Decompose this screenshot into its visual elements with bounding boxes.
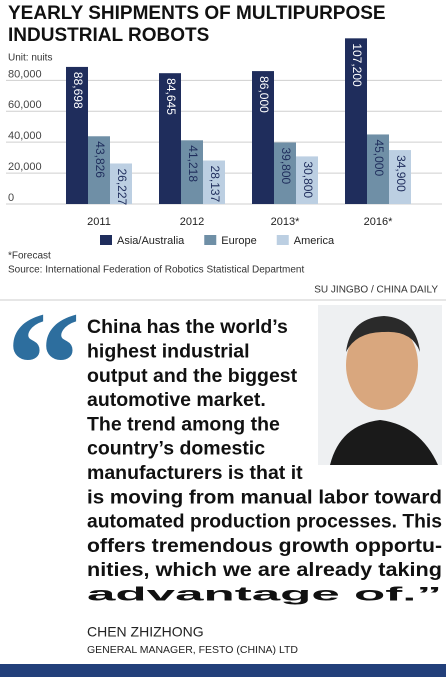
bar — [88, 136, 110, 204]
x-tick-label: 2013* — [271, 216, 300, 228]
chart-title: INDUSTRIAL ROBOTS — [8, 25, 209, 46]
quote-line: manufacturers is that it — [87, 462, 303, 484]
legend-swatch — [204, 235, 217, 245]
bar — [159, 73, 181, 204]
data-label: 41,218 — [186, 145, 200, 182]
quote-line: offers tremendous growth opportu- — [87, 535, 442, 557]
bar — [66, 66, 88, 205]
data-label: 43,826 — [93, 141, 107, 178]
y-tick-label: 40,000 — [8, 130, 42, 142]
data-label: 39,800 — [279, 147, 293, 184]
data-label: 26,227 — [115, 168, 129, 205]
quote-line: output and the biggest — [87, 365, 298, 387]
data-label: 30,800 — [301, 161, 315, 198]
quote-position: GENERAL MANAGER, FESTO (CHINA) LTD — [87, 644, 298, 656]
data-label: 28,137 — [208, 166, 222, 203]
bar — [345, 38, 367, 205]
bar — [296, 156, 318, 204]
data-label: 88,698 — [71, 72, 85, 109]
bar — [181, 140, 203, 204]
legend-label: America — [294, 235, 335, 247]
data-label: 45,000 — [372, 139, 386, 176]
data-label: 34,900 — [394, 155, 408, 192]
x-tick-label: 2012 — [180, 216, 204, 228]
y-tick-label: 20,000 — [8, 161, 42, 173]
quote-line: The trend among the — [87, 413, 280, 435]
quote-name: CHEN ZHIZHONG — [87, 624, 204, 640]
bar — [274, 142, 296, 204]
bottom-bar — [0, 664, 446, 677]
photo — [318, 305, 442, 465]
y-tick-label: 80,000 — [8, 68, 42, 80]
data-label: 107,200 — [350, 43, 364, 87]
y-tick-label: 60,000 — [8, 99, 42, 111]
quote-line: China has the world’s — [87, 316, 288, 338]
subtitle: Unit: nuits — [8, 53, 52, 64]
quote-line: highest industrial — [87, 340, 250, 362]
footnote: *Forecast — [8, 251, 51, 262]
bar — [252, 71, 274, 204]
quote-mark: “ — [6, 281, 81, 447]
legend-label: Asia/Australia — [117, 235, 185, 247]
x-tick-label: 2016* — [364, 216, 393, 228]
credit: SU JINGBO / CHINA DAILY — [314, 285, 438, 296]
bar — [110, 163, 132, 204]
quote-line: country’s domestic — [87, 438, 265, 460]
chart-title: YEARLY SHIPMENTS OF MULTIPURPOSE — [8, 3, 386, 24]
data-label: 84,645 — [164, 78, 178, 115]
bar — [203, 160, 225, 204]
quote-line: automated production processes. This — [87, 511, 442, 533]
quote-line: automotive market. — [87, 389, 266, 411]
quote-line: is moving from manual labor toward — [87, 486, 442, 508]
x-tick-label: 2011 — [87, 216, 111, 228]
bar — [367, 134, 389, 204]
legend-swatch — [100, 235, 112, 245]
quote-line: nities, which we are already taking — [87, 559, 442, 581]
bar — [389, 150, 411, 204]
legend-label: Europe — [221, 235, 256, 247]
legend-swatch — [276, 235, 289, 245]
source: Source: International Federation of Robo… — [8, 265, 304, 276]
quote-line: advantage of.” — [87, 583, 442, 605]
y-tick-label: 0 — [8, 192, 14, 204]
data-label: 86,000 — [257, 76, 271, 113]
